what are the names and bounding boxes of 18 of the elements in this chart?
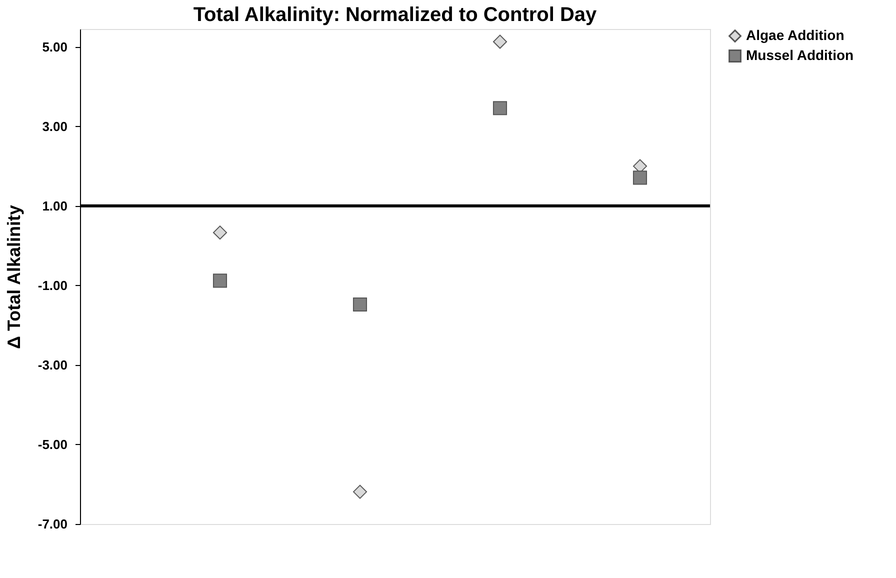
y-tick-label: 1.00: [42, 198, 68, 214]
point: [352, 298, 368, 312]
y-tick-label: 3.00: [42, 118, 68, 134]
point: [492, 101, 508, 116]
y-tick-label: -5.00: [38, 436, 68, 452]
y-tick-label: -3.00: [38, 357, 68, 372]
chart-title: Total Alkalinity: Normalized to Control Day: [193, 4, 598, 26]
point: [632, 170, 648, 185]
point: [352, 484, 368, 499]
y-tick-label: 5.00: [42, 39, 68, 54]
legend-label: Algae Addition: [746, 27, 844, 43]
y-tick-label: -1.00: [38, 278, 68, 293]
point: [212, 226, 228, 240]
point: [492, 34, 508, 49]
point: [212, 274, 228, 288]
legend-label: Mussel Addition: [746, 47, 854, 63]
y-tick-label: -7.00: [38, 516, 68, 532]
y-axis-title: Δ Total Alkalinity: [4, 205, 24, 349]
